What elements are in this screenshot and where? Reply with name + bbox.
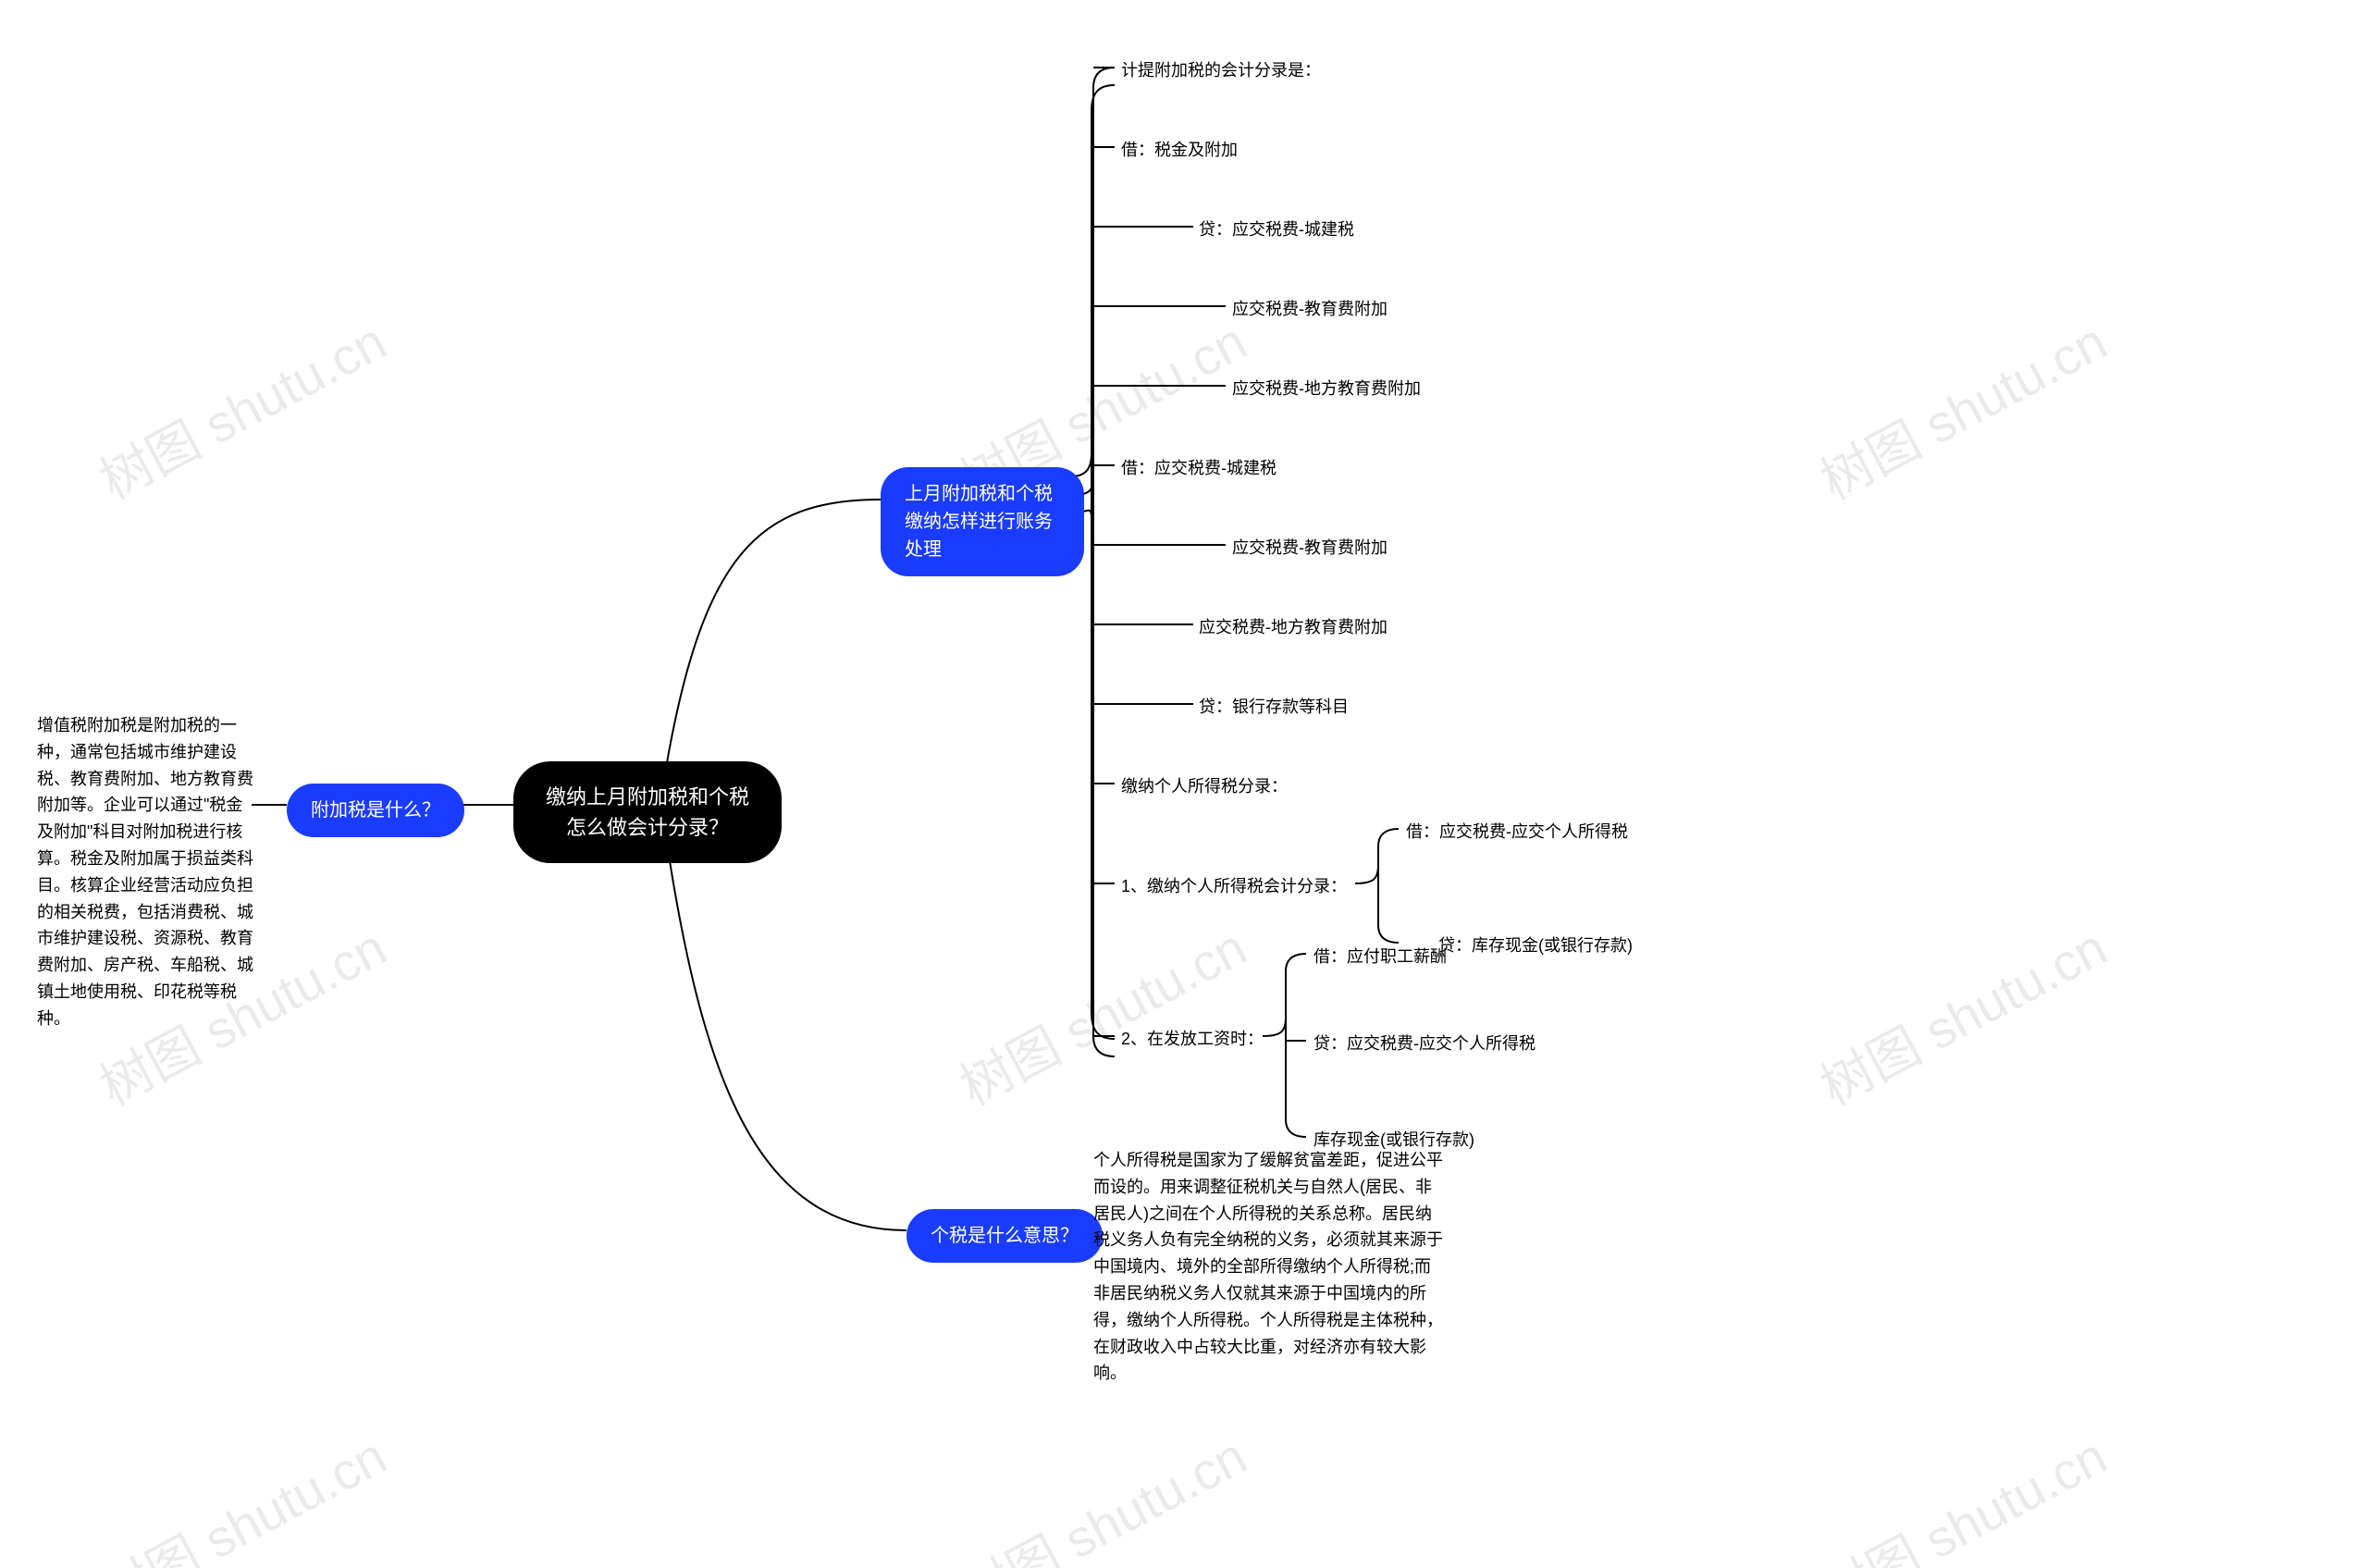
leaf-10: 缴纳个人所得税分录：	[1121, 773, 1288, 800]
leaf-12-1: 借：应付职工薪酬	[1314, 944, 1447, 970]
leaf-9: 贷：银行存款等科目	[1199, 694, 1349, 721]
watermark: 树图 shutu.cn	[945, 1415, 1258, 1568]
branch-left[interactable]: 附加税是什么？	[287, 784, 464, 837]
leaf-11-2: 贷：库存现金(或银行存款)	[1438, 932, 1633, 959]
leaf-4: 应交税费-教育费附加	[1232, 296, 1388, 323]
root-node[interactable]: 缴纳上月附加税和个税怎么做会计分录？	[513, 761, 782, 863]
watermark: 树图 shutu.cn	[85, 301, 398, 514]
leaf-1: 计提附加税的会计分录是：	[1121, 57, 1321, 84]
leaf-11-1: 借：应交税费-应交个人所得税	[1406, 819, 1628, 846]
leaf-6: 借：应交税费-城建税	[1121, 455, 1276, 482]
watermark: 树图 shutu.cn	[1806, 907, 2118, 1120]
watermark: 树图 shutu.cn	[85, 1415, 398, 1568]
branch-bottom[interactable]: 个税是什么意思？	[906, 1209, 1103, 1263]
leaf-7: 应交税费-教育费附加	[1232, 535, 1388, 562]
leaf-2: 借：税金及附加	[1121, 137, 1238, 164]
branch-left-desc: 增值税附加税是附加税的一种，通常包括城市维护建设税、教育费附加、地方教育费附加等…	[37, 712, 257, 1032]
leaf-3: 贷：应交税费-城建税	[1199, 216, 1354, 243]
watermark: 树图 shutu.cn	[1806, 1415, 2118, 1568]
branch-bottom-desc: 个人所得税是国家为了缓解贫富差距，促进公平而设的。用来调整征税机关与自然人(居民…	[1093, 1147, 1445, 1387]
leaf-12: 2、在发放工资时：	[1121, 1026, 1264, 1053]
watermark: 树图 shutu.cn	[945, 907, 1258, 1120]
leaf-8: 应交税费-地方教育费附加	[1199, 614, 1388, 641]
leaf-5: 应交税费-地方教育费附加	[1232, 376, 1421, 402]
leaf-12-2: 贷：应交税费-应交个人所得税	[1314, 1031, 1536, 1057]
branch-top[interactable]: 上月附加税和个税缴纳怎样进行账务处理	[881, 467, 1084, 576]
leaf-11: 1、缴纳个人所得税会计分录：	[1121, 873, 1347, 900]
watermark: 树图 shutu.cn	[1806, 301, 2118, 514]
